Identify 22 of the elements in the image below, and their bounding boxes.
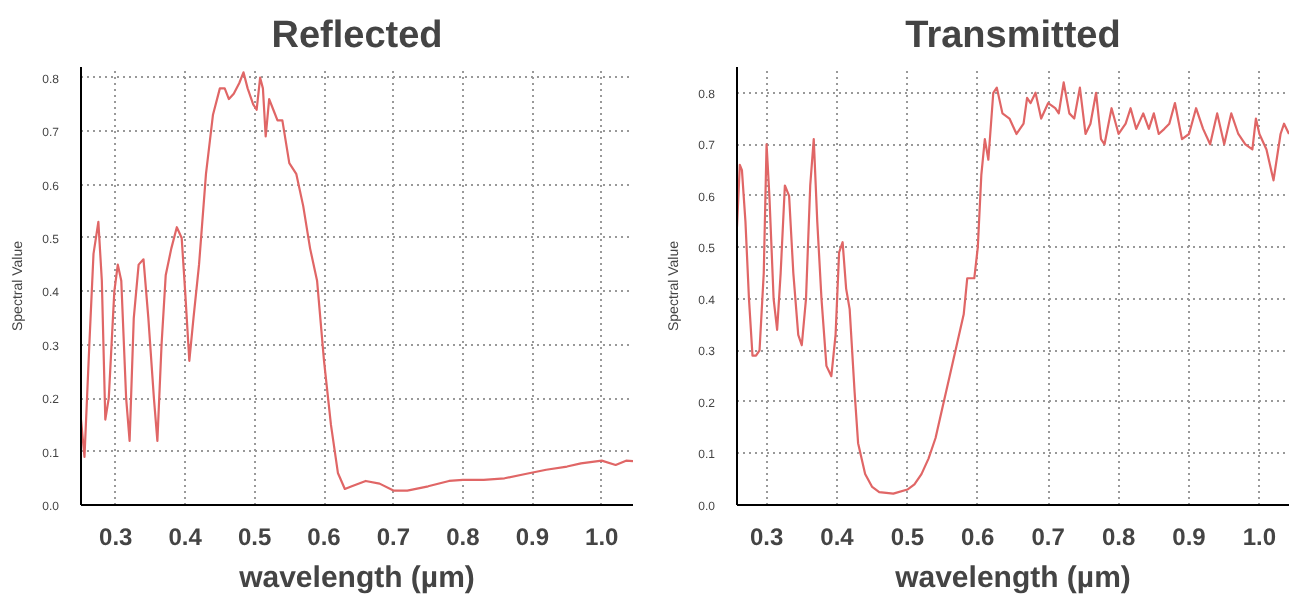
- x-tick-label: 0.4: [168, 523, 203, 551]
- x-tick-label: 0.5: [237, 523, 272, 551]
- x-tick-label: 1.0: [1242, 523, 1277, 551]
- x-tick-label: 0.8: [1101, 523, 1136, 551]
- x-tick-label: 0.3: [749, 523, 784, 551]
- x-tick-label: 0.7: [376, 523, 411, 551]
- x-tick-label: 0.4: [820, 523, 855, 551]
- chart-title: Transmitted: [905, 15, 1121, 57]
- x-tick-label: 0.9: [1172, 523, 1207, 551]
- x-tick-label: 0.7: [1031, 523, 1066, 551]
- x-tick-label: 0.5: [890, 523, 925, 551]
- x-tick-label: 0.3: [99, 523, 134, 551]
- x-tick-label: 0.6: [961, 523, 996, 551]
- x-axis-title: wavelength (µm): [237, 561, 475, 595]
- x-tick-label: 0.9: [515, 523, 550, 551]
- line-series: [737, 81, 1289, 495]
- x-tick-label: 1.0: [585, 523, 620, 551]
- x-tick-label: 0.8: [446, 523, 481, 551]
- line-series: [81, 71, 633, 492]
- x-axis-title: wavelength (µm): [893, 561, 1131, 595]
- x-tick-label: 0.6: [307, 523, 342, 551]
- chart-title: Reflected: [271, 15, 443, 57]
